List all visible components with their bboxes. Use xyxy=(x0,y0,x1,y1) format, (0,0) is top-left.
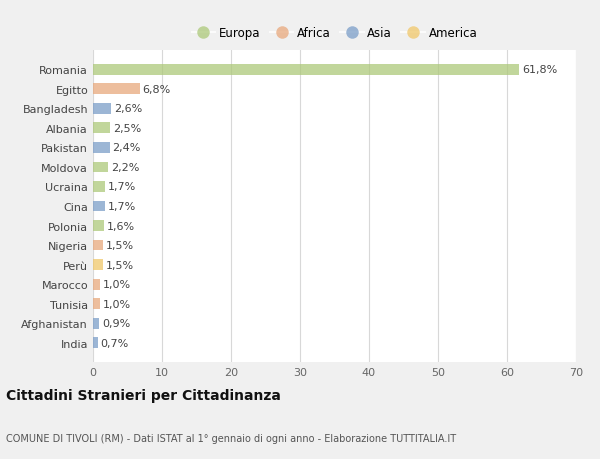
Bar xyxy=(93,162,108,173)
Text: 1,5%: 1,5% xyxy=(106,241,134,251)
Text: 61,8%: 61,8% xyxy=(522,65,557,75)
Bar xyxy=(93,123,110,134)
Text: 6,8%: 6,8% xyxy=(143,84,171,95)
Text: 1,6%: 1,6% xyxy=(107,221,135,231)
Bar xyxy=(93,221,104,231)
Bar xyxy=(93,143,110,153)
Bar xyxy=(93,182,105,192)
Text: 2,2%: 2,2% xyxy=(111,162,139,173)
Legend: Europa, Africa, Asia, America: Europa, Africa, Asia, America xyxy=(187,22,482,45)
Text: 1,7%: 1,7% xyxy=(107,182,136,192)
Bar xyxy=(93,84,140,95)
Bar xyxy=(93,201,105,212)
Bar xyxy=(93,318,99,329)
Text: 1,0%: 1,0% xyxy=(103,280,131,290)
Bar xyxy=(93,338,98,348)
Text: 0,9%: 0,9% xyxy=(102,319,130,329)
Bar xyxy=(93,279,100,290)
Bar xyxy=(93,104,111,114)
Bar xyxy=(93,240,103,251)
Text: 2,6%: 2,6% xyxy=(114,104,142,114)
Text: 2,4%: 2,4% xyxy=(112,143,140,153)
Text: Cittadini Stranieri per Cittadinanza: Cittadini Stranieri per Cittadinanza xyxy=(6,388,281,403)
Bar xyxy=(93,65,520,75)
Text: 0,7%: 0,7% xyxy=(101,338,129,348)
Text: 2,5%: 2,5% xyxy=(113,123,141,134)
Bar xyxy=(93,260,103,270)
Text: 1,7%: 1,7% xyxy=(107,202,136,212)
Text: COMUNE DI TIVOLI (RM) - Dati ISTAT al 1° gennaio di ogni anno - Elaborazione TUT: COMUNE DI TIVOLI (RM) - Dati ISTAT al 1°… xyxy=(6,433,456,442)
Bar xyxy=(93,299,100,309)
Text: 1,5%: 1,5% xyxy=(106,260,134,270)
Text: 1,0%: 1,0% xyxy=(103,299,131,309)
